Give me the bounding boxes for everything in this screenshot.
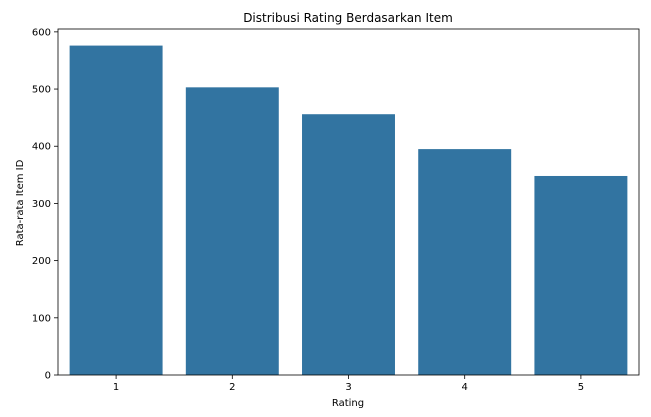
y-axis-label: Rata-rata Item ID	[15, 159, 26, 246]
x-tick-label: 5	[578, 382, 584, 393]
bar-rating-4	[418, 149, 512, 375]
x-tick-label: 4	[462, 382, 468, 393]
y-tick-label: 0	[45, 371, 51, 382]
x-axis-ticks: 1 2 3 4 5	[113, 375, 584, 393]
chart-title: Distribusi Rating Berdasarkan Item	[243, 11, 453, 25]
plot-frame	[57, 28, 640, 376]
bar-rating-5	[534, 175, 628, 375]
x-tick-label: 3	[345, 382, 351, 393]
bar-rating-2	[185, 87, 279, 375]
bar-rating-1	[69, 45, 163, 376]
y-tick-label: 300	[32, 199, 51, 210]
x-tick-label: 1	[113, 382, 119, 393]
bar-rating-3	[302, 114, 395, 375]
y-tick-label: 200	[32, 256, 51, 267]
y-tick-label: 500	[32, 85, 51, 96]
x-axis-label: Rating	[332, 398, 364, 409]
y-tick-label: 400	[32, 142, 51, 153]
y-tick-label: 100	[32, 313, 51, 324]
bars-group	[69, 45, 628, 376]
x-tick-label: 2	[229, 382, 235, 393]
y-axis-ticks: 0 100 200 300 400 500 600	[32, 27, 58, 382]
y-tick-label: 600	[32, 27, 51, 38]
